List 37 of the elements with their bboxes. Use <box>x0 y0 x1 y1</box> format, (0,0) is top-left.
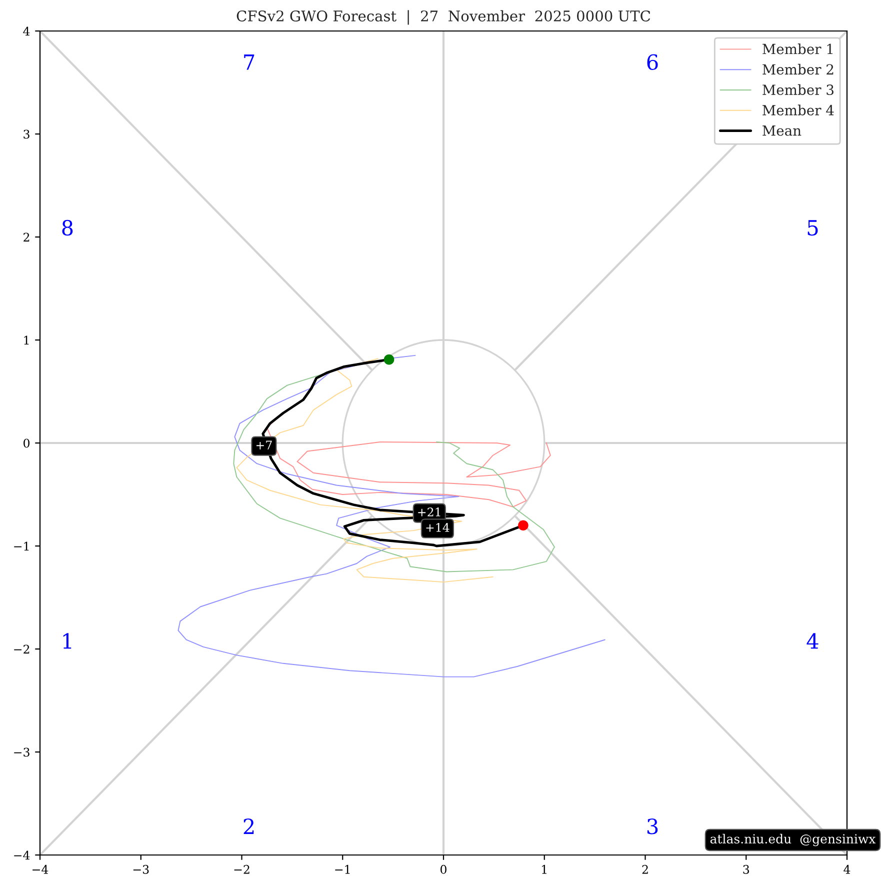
annotation: 1 <box>63 633 72 649</box>
x-tick-label: −1 <box>335 864 350 874</box>
legend-label: Member 4 <box>762 104 834 116</box>
x-tick-label: 3 <box>743 864 750 874</box>
y-tick-label: 3 <box>24 130 30 139</box>
annotation: atlas.niu.edu @gensiniwx <box>710 834 876 846</box>
y-tick-label: −2 <box>14 644 30 654</box>
x-tick-label: −2 <box>234 864 250 874</box>
annotation: 6 <box>647 54 658 70</box>
x-tick-label: 0 <box>440 864 446 874</box>
y-tick-label: −4 <box>14 850 30 860</box>
x-tick-label: −4 <box>32 864 48 874</box>
annotation: 5 <box>808 220 818 236</box>
legend-label: Member 2 <box>762 64 834 75</box>
annotation: +14 <box>426 522 450 532</box>
annotation: +21 <box>418 508 440 516</box>
annotation: 3 <box>647 818 658 834</box>
y-tick-label: −1 <box>14 542 29 550</box>
y-tick-label: 1 <box>24 336 29 344</box>
line-series <box>178 354 606 678</box>
y-tick-label: −3 <box>14 748 30 757</box>
y-tick-label: 2 <box>24 232 30 242</box>
x-tick-label: 2 <box>642 864 648 874</box>
annotation: +7 <box>256 440 272 450</box>
y-tick-label: 4 <box>23 26 30 36</box>
legend-label: Member 1 <box>762 44 833 54</box>
x-tick-label: 1 <box>542 864 546 874</box>
legend-label: Mean <box>762 125 802 136</box>
legend-label: Member 3 <box>762 84 834 96</box>
y-tick-label: 0 <box>24 438 30 448</box>
x-tick-label: −3 <box>133 864 149 874</box>
x-tick-label: 4 <box>844 864 850 874</box>
annotation: 8 <box>62 220 73 236</box>
annotation: 2 <box>244 818 254 834</box>
chart-title: CFSv2 GWO Forecast | 27 November 2025 0000 UTC <box>236 10 650 25</box>
annotation: 7 <box>244 54 254 70</box>
annotation: 4 <box>806 633 818 649</box>
